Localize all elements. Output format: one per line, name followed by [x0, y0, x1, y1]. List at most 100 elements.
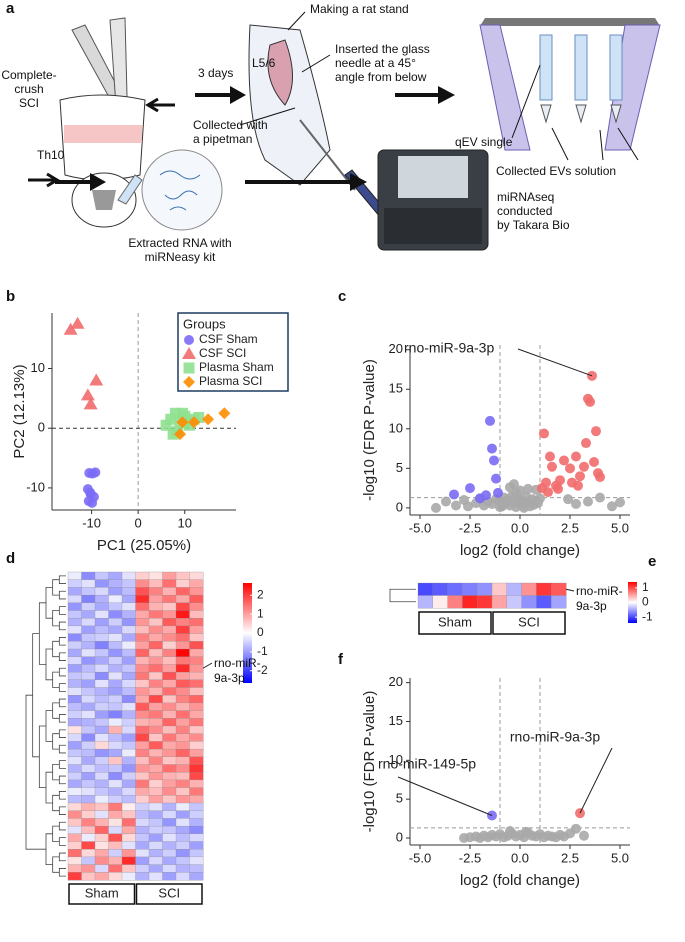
heatmap-cell [148, 656, 163, 665]
heatmap-cell [551, 595, 567, 609]
heatmap-cell [94, 802, 109, 812]
heatmap-cell [189, 664, 204, 673]
heatmap-cell [175, 856, 190, 866]
heatmap-cell [81, 856, 96, 866]
heatmap-cell [135, 648, 150, 658]
heatmap-cell [447, 595, 463, 609]
heatmap-cell [67, 587, 82, 596]
heatmap-cell [162, 625, 177, 635]
heatmap-cell [162, 579, 177, 588]
heatmap-cell [135, 802, 150, 812]
heatmap-cell [148, 841, 163, 850]
heatmap-cell [81, 756, 96, 765]
heatmap-cell [189, 756, 204, 765]
heatmap-cell [175, 825, 190, 835]
dendrogram [58, 775, 66, 785]
heatmap-cell [67, 641, 82, 650]
heatmap-cell [148, 872, 163, 881]
x-axis-title: log2 (fold change) [460, 872, 580, 889]
heatmap-cell [121, 787, 136, 796]
point [539, 428, 549, 439]
x-tick-label: -5.0 [409, 850, 431, 865]
heatmap-cell [81, 779, 96, 789]
heatmap-cell [175, 587, 190, 596]
heatmap-cell [189, 872, 204, 881]
heatmap-cell [477, 595, 493, 609]
point [451, 500, 461, 511]
point [85, 487, 96, 498]
point [607, 501, 617, 512]
x-tick-label: -5.0 [409, 520, 431, 535]
point [165, 413, 177, 425]
dendrogram [52, 794, 60, 812]
dendrogram [45, 587, 53, 619]
heatmap-cell [148, 633, 163, 642]
heatmap-cell [108, 641, 123, 650]
heatmap-cell [121, 833, 136, 842]
heatmap-cell [108, 695, 123, 704]
heatmap-cell [135, 664, 150, 673]
colorbar-label: -2 [257, 663, 268, 677]
heatmap-cell [121, 587, 136, 596]
heatmap-cell [121, 702, 136, 712]
colorbar-label: -1 [257, 644, 268, 658]
point [90, 467, 101, 478]
dendrogram [58, 652, 66, 661]
legend-title: Groups [183, 316, 226, 331]
heatmap-cell [121, 725, 136, 735]
heatmap-cell [121, 772, 136, 781]
heatmap-cell [189, 818, 204, 827]
point [563, 494, 573, 505]
group-label: SCI [518, 614, 540, 629]
heatmap-cell [108, 872, 123, 881]
heatmap-cell [162, 687, 177, 696]
heatmap-cell [148, 710, 163, 719]
rna-zoom [141, 149, 223, 231]
panel-label: a [6, 0, 15, 17]
heatmap-cell [148, 810, 163, 819]
row-label-leader [565, 588, 575, 592]
heatmap-cell [108, 664, 123, 673]
heatmap-cell [162, 618, 177, 627]
heatmap-cell [94, 648, 109, 658]
heatmap-cell [189, 733, 204, 742]
y-tick-label: 0 [396, 499, 403, 514]
point [571, 823, 581, 834]
arrow-head [438, 86, 455, 104]
point [169, 407, 181, 419]
y-tick-label: 10 [389, 420, 403, 435]
point [183, 376, 195, 388]
heatmap-cell [94, 772, 109, 781]
heatmap-cell [189, 772, 204, 781]
legend-label: Plasma SCI [199, 374, 262, 388]
heatmap-cell [108, 587, 123, 596]
heatmap-cell [108, 725, 123, 735]
heatmap-cell [148, 779, 163, 789]
heatmap-cell [189, 594, 204, 604]
heatmap-cell [121, 756, 136, 765]
heatmap-cell [108, 687, 123, 696]
heatmap-cell [94, 856, 109, 866]
heatmap-cell [108, 571, 123, 581]
heatmap-cell [175, 633, 190, 642]
annotation: rno-miR-9a-3p [404, 340, 494, 356]
heatmap-cell [81, 764, 96, 773]
heatmap-cell [189, 610, 204, 619]
dendrogram [38, 602, 46, 665]
heatmap-cell [67, 718, 82, 727]
heatmap-cell [94, 725, 109, 735]
heatmap-cell [175, 687, 190, 696]
heatmap-cell [81, 748, 96, 758]
heatmap-cell [175, 779, 190, 789]
heatmap-cell [135, 772, 150, 781]
heatmap-cell [189, 571, 204, 581]
heatmap-cell [81, 772, 96, 781]
heatmap-cell [432, 595, 449, 609]
heatmap-cell [67, 602, 82, 611]
heatmap-cell [135, 764, 150, 773]
colorbar-label: 1 [257, 606, 264, 620]
group-box [68, 883, 136, 905]
dendrogram [58, 683, 66, 692]
heatmap-cell [148, 579, 163, 588]
heatmap-cell [67, 802, 82, 812]
